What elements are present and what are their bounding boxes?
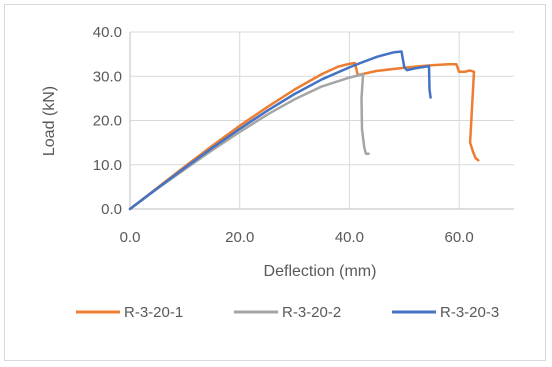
y-tick-label: 20.0	[93, 113, 122, 130]
legend-label-2: R-3-20-2	[282, 304, 341, 321]
y-tick-label: 0.0	[101, 201, 122, 218]
legend-label-1: R-3-20-1	[124, 304, 183, 321]
y-tick-label: 30.0	[93, 68, 122, 85]
x-axis-title: Deflection (mm)	[264, 263, 377, 280]
legend-label-3: R-3-20-3	[440, 304, 499, 321]
axes	[129, 32, 514, 210]
y-tick-label: 40.0	[93, 24, 122, 41]
x-tick-label: 20.0	[225, 229, 254, 246]
x-tick-label: 0.0	[120, 229, 141, 246]
x-tick-label: 60.0	[445, 229, 474, 246]
series-line-1	[128, 61, 480, 211]
y-axis-title: Load (kN)	[41, 86, 58, 156]
x-tick-label: 40.0	[335, 229, 364, 246]
gridlines	[130, 31, 514, 209]
tick-labels: 0.0 10.0 20.0 30.0 40.0 0.0 20.0 40.0 60.0	[93, 24, 474, 246]
legend: R-3-20-1 R-3-20-2 R-3-20-3	[76, 304, 499, 321]
y-tick-label: 10.0	[93, 157, 122, 174]
series-line-3	[128, 50, 432, 211]
series-lines	[128, 50, 480, 211]
series-line-2	[128, 72, 370, 211]
